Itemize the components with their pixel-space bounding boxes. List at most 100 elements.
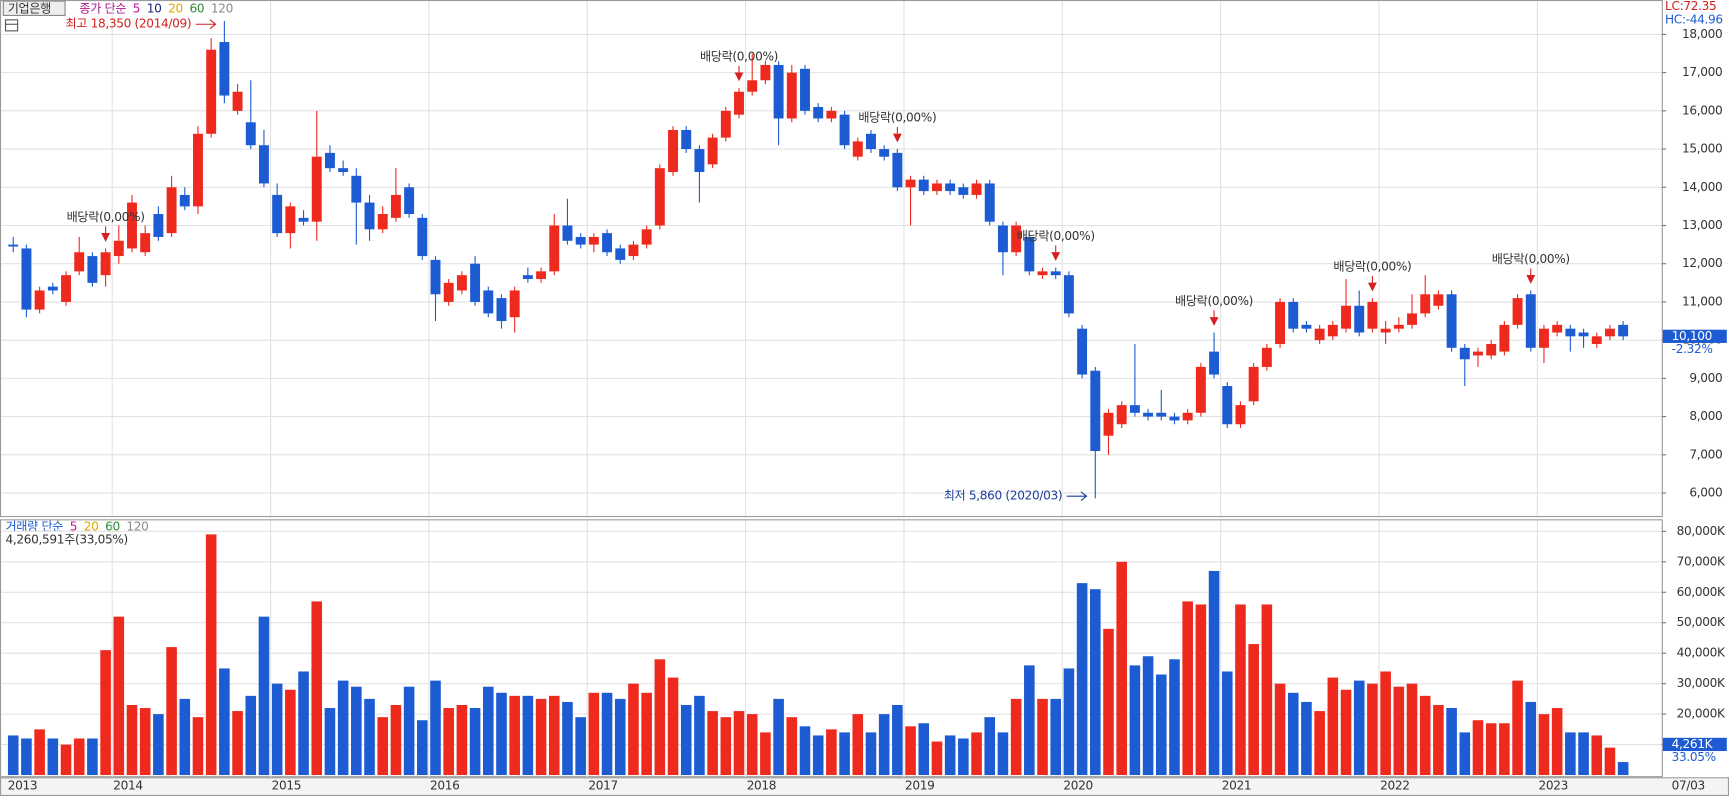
volume-bar bbox=[1037, 698, 1048, 776]
volume-tick-label: 50,000K bbox=[1677, 615, 1726, 629]
candle-body bbox=[720, 110, 731, 138]
candle-body bbox=[100, 252, 111, 276]
volume-bar bbox=[878, 714, 890, 776]
volume-bar bbox=[232, 711, 243, 776]
volume-bar bbox=[773, 698, 784, 776]
candle-body bbox=[641, 229, 652, 245]
volume-bar bbox=[87, 738, 98, 776]
candle-body bbox=[1578, 332, 1589, 337]
candle-body bbox=[285, 206, 296, 234]
candle-body bbox=[707, 137, 718, 165]
candle-body bbox=[1301, 324, 1312, 329]
candle-body bbox=[1446, 294, 1457, 348]
candle-body bbox=[1235, 405, 1246, 425]
volume-bar bbox=[496, 692, 507, 776]
y-tick-label: 11,000 bbox=[1682, 294, 1722, 308]
volume-bar bbox=[1617, 762, 1629, 776]
candle-body bbox=[206, 49, 217, 134]
dividend-label: 배당락(0,00%) bbox=[858, 111, 936, 125]
volume-bar bbox=[641, 692, 652, 776]
candle-body bbox=[1169, 416, 1180, 421]
volume-bar bbox=[258, 616, 270, 776]
dividend-arrow bbox=[1368, 282, 1377, 292]
candle-body bbox=[1195, 366, 1206, 413]
volume-bar bbox=[1221, 671, 1233, 776]
table-icon[interactable] bbox=[4, 19, 19, 32]
candle-body bbox=[800, 68, 810, 111]
stock-name[interactable]: 기업은행 bbox=[8, 0, 52, 15]
candle-body bbox=[628, 244, 639, 257]
dividend-arrow bbox=[892, 133, 902, 143]
candle-body bbox=[113, 240, 124, 257]
candle-body bbox=[1103, 412, 1114, 436]
candle-body bbox=[338, 168, 349, 172]
volume-bar bbox=[482, 686, 494, 776]
candle-body bbox=[1367, 301, 1378, 329]
volume-bar bbox=[1103, 628, 1114, 776]
legend-entry: 5 bbox=[133, 1, 140, 15]
candle-body bbox=[562, 225, 573, 241]
candle-body bbox=[1327, 324, 1338, 337]
candle-body bbox=[140, 233, 151, 253]
candle-body bbox=[153, 214, 164, 237]
candle-body bbox=[364, 202, 375, 230]
candle-body bbox=[1525, 294, 1536, 348]
candle-body bbox=[879, 149, 890, 157]
candle-body bbox=[1116, 405, 1127, 425]
volume-bar bbox=[1235, 604, 1246, 776]
candle-body bbox=[945, 183, 956, 192]
volume-bar bbox=[417, 720, 428, 776]
candle-body bbox=[87, 256, 98, 283]
candle-body bbox=[166, 187, 177, 234]
candle-body bbox=[179, 194, 190, 207]
y-tick-label: 13,000 bbox=[1682, 218, 1722, 232]
candle-body bbox=[1499, 324, 1510, 352]
candle-body bbox=[34, 290, 45, 310]
volume-bar bbox=[430, 680, 441, 776]
candle-body bbox=[1341, 305, 1351, 329]
volume-bar bbox=[614, 698, 626, 776]
volume-bar bbox=[1116, 561, 1127, 776]
volume-bar bbox=[1287, 692, 1299, 776]
volume-bar bbox=[575, 717, 586, 776]
high-arrow bbox=[195, 19, 217, 30]
candle-body bbox=[1486, 343, 1497, 356]
candle-body bbox=[773, 64, 784, 119]
volume-bar bbox=[1538, 714, 1550, 776]
candle-body bbox=[654, 168, 665, 226]
candle-body bbox=[866, 133, 876, 150]
volume-bar bbox=[60, 744, 72, 776]
volume-bar bbox=[799, 726, 811, 776]
candle-body bbox=[272, 194, 283, 234]
volume-bar bbox=[628, 683, 639, 776]
candle-body bbox=[127, 202, 137, 249]
y-tick-label: 12,000 bbox=[1682, 256, 1722, 270]
candle-body bbox=[852, 141, 863, 157]
candle-body bbox=[588, 236, 599, 245]
volume-bar bbox=[1024, 665, 1035, 776]
candle-body bbox=[1565, 328, 1576, 337]
dividend-label: 배당락(0,00%) bbox=[1492, 252, 1570, 266]
volume-bar bbox=[905, 726, 916, 776]
candle-body bbox=[1050, 271, 1061, 276]
volume-bar bbox=[1525, 701, 1537, 776]
candle-body bbox=[417, 217, 428, 257]
candle-body bbox=[1618, 324, 1629, 337]
volume-bar bbox=[456, 704, 468, 776]
x-tick-label: 2022 bbox=[1380, 779, 1410, 793]
candle-body bbox=[1552, 324, 1563, 333]
candle-body bbox=[747, 80, 758, 92]
volume-bar bbox=[469, 708, 481, 776]
volume-bar bbox=[139, 708, 151, 776]
high-label: 최고 18,350 (2014/09) bbox=[65, 17, 191, 31]
volume-legend-label: 거래량 단순 bbox=[6, 519, 64, 533]
volume-bar bbox=[1169, 659, 1180, 776]
last-volume-box bbox=[1662, 737, 1727, 752]
legend-entry: 10 bbox=[147, 1, 162, 15]
candle-body bbox=[1473, 351, 1483, 356]
date-label: 07/03 bbox=[1672, 779, 1705, 793]
stock-box[interactable] bbox=[2, 0, 66, 16]
volume-bar bbox=[73, 738, 85, 776]
price-legend-label: 종가 단순 bbox=[79, 1, 126, 15]
last-price-box bbox=[1662, 329, 1727, 343]
